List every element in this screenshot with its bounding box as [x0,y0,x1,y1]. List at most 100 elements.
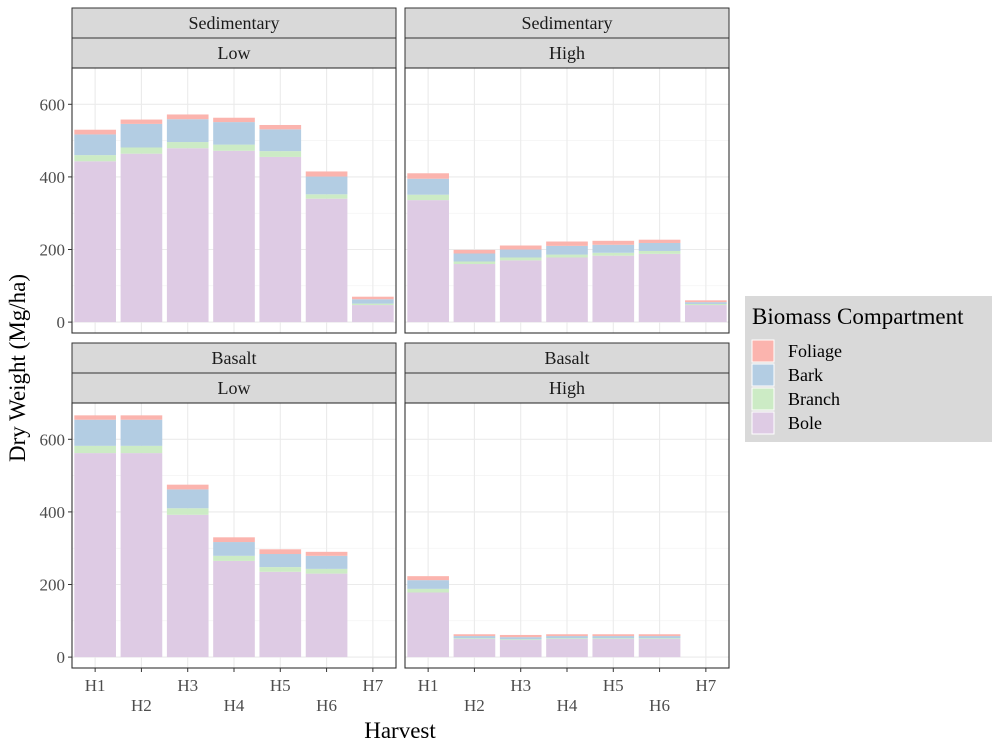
bar-bark-h4 [546,636,588,639]
bar-branch-h6 [638,638,681,639]
bar-bole-h3 [499,260,542,323]
x-tick-label: H5 [603,676,624,695]
bar-foliage-h1 [407,173,449,179]
bar-foliage-h3 [166,114,209,120]
strip-bottom-label: Low [218,378,251,398]
legend-label: Bark [788,365,823,385]
bar-foliage-h7 [352,296,394,300]
strip-top-background [71,7,397,39]
bar-bole-h6 [638,253,681,323]
legend-key-swatch [751,411,775,435]
bar-branch-h2 [453,261,496,265]
bar-foliage-h5 [259,124,302,130]
bar-bark-h5 [592,244,635,253]
panel-basalt-high: Basalt High H1 H2 H3 H4 H5 H6 H7 [404,342,730,715]
bar-bole-h7 [352,305,394,323]
panel-border [71,67,397,334]
bar-bark-h5 [592,636,635,639]
y-tick-label: 0 [57,313,66,332]
x-tick-label: H3 [510,676,531,695]
bar-branch-h4 [213,555,255,561]
bar-bark-h6 [305,555,348,569]
legend-label: Foliage [788,341,842,361]
bar-bole-h5 [592,638,635,658]
bars [407,173,727,323]
panel-basalt-low: Basalt Low 0 200 400 600 H1 H2 H3 H4 H5 H6 H7 [40,342,397,715]
y-tick-label: 600 [40,430,66,449]
bar-branch-h1 [74,155,116,162]
bar-bole-h6 [638,638,681,658]
bar-bark-h7 [685,302,727,304]
bar-bole-h3 [499,640,542,658]
bar-branch-h4 [546,638,588,639]
bar-branch-h4 [213,144,255,151]
bar-branch-h7 [352,303,394,306]
bar-branch-h5 [259,567,302,572]
bar-bole-h4 [546,257,588,323]
x-tick-label: H6 [316,696,337,715]
bar-bole-h5 [259,156,302,323]
bar-bole-h3 [166,514,209,658]
bar-branch-h1 [74,445,116,454]
strip-bottom-label: High [549,378,585,398]
bar-foliage-h1 [407,576,449,581]
bar-bark-h6 [638,636,681,639]
bar-bole-h7 [685,305,727,323]
x-tick-label: H3 [177,676,198,695]
bar-branch-h7 [685,303,727,306]
x-tick-label: H7 [695,676,716,695]
y-tick-label: 600 [40,95,66,114]
panel-border [404,67,730,334]
x-tick-label: H7 [362,676,383,695]
legend-item-foliage: Foliage [751,339,842,363]
bar-bole-h1 [74,453,116,658]
bar-bole-h4 [213,150,255,323]
legend-item-bark: Bark [751,363,823,387]
bar-bole-h1 [407,200,449,323]
legend-label: Branch [788,389,840,409]
legend-key-swatch [751,339,775,363]
bar-foliage-h2 [120,415,163,420]
bar-bark-h4 [213,122,255,145]
bar-bark-h5 [259,554,302,568]
bar-bark-h4 [546,245,588,255]
bar-bark-h5 [259,129,302,152]
bar-bole-h2 [120,153,163,323]
bar-foliage-h6 [305,171,348,177]
bar-branch-h1 [407,194,449,201]
strip-top-background [404,7,730,39]
bar-bark-h1 [74,419,116,446]
legend: Biomass Compartment Foliage Bark Branch Bol… [745,296,992,442]
x-tick-label: H5 [270,676,291,695]
bar-branch-h6 [305,194,348,199]
gridlines [405,403,729,668]
bar-bole-h3 [166,148,209,323]
bar-branch-h6 [638,250,681,254]
strip-bottom-label: Low [218,43,251,63]
bar-branch-h3 [499,257,542,261]
bar-foliage-h2 [453,249,496,254]
bar-branch-h3 [166,508,209,515]
bar-branch-h3 [166,142,209,149]
bar-foliage-h5 [592,634,635,637]
bar-bark-h4 [213,542,255,556]
bar-bole-h1 [74,161,116,323]
bar-foliage-h1 [74,129,116,135]
bar-foliage-h2 [453,634,496,637]
bar-branch-h2 [453,638,496,639]
bar-bole-h2 [453,264,496,323]
bar-bole-h6 [305,573,348,658]
bar-foliage-h6 [638,634,681,637]
bar-foliage-h4 [546,241,588,246]
bar-bark-h1 [407,178,449,195]
bar-bark-h6 [638,242,681,251]
strip-bottom-label: High [549,43,585,63]
panel-sedimentary-high: Sedimentary High [404,7,730,334]
x-axis-title: Harvest [364,718,436,743]
strip-top-label: Sedimentary [189,13,280,33]
bar-branch-h5 [259,151,302,157]
y-tick-label: 0 [57,648,66,667]
bar-foliage-h4 [213,117,255,123]
y-tick-label: 400 [40,503,66,522]
